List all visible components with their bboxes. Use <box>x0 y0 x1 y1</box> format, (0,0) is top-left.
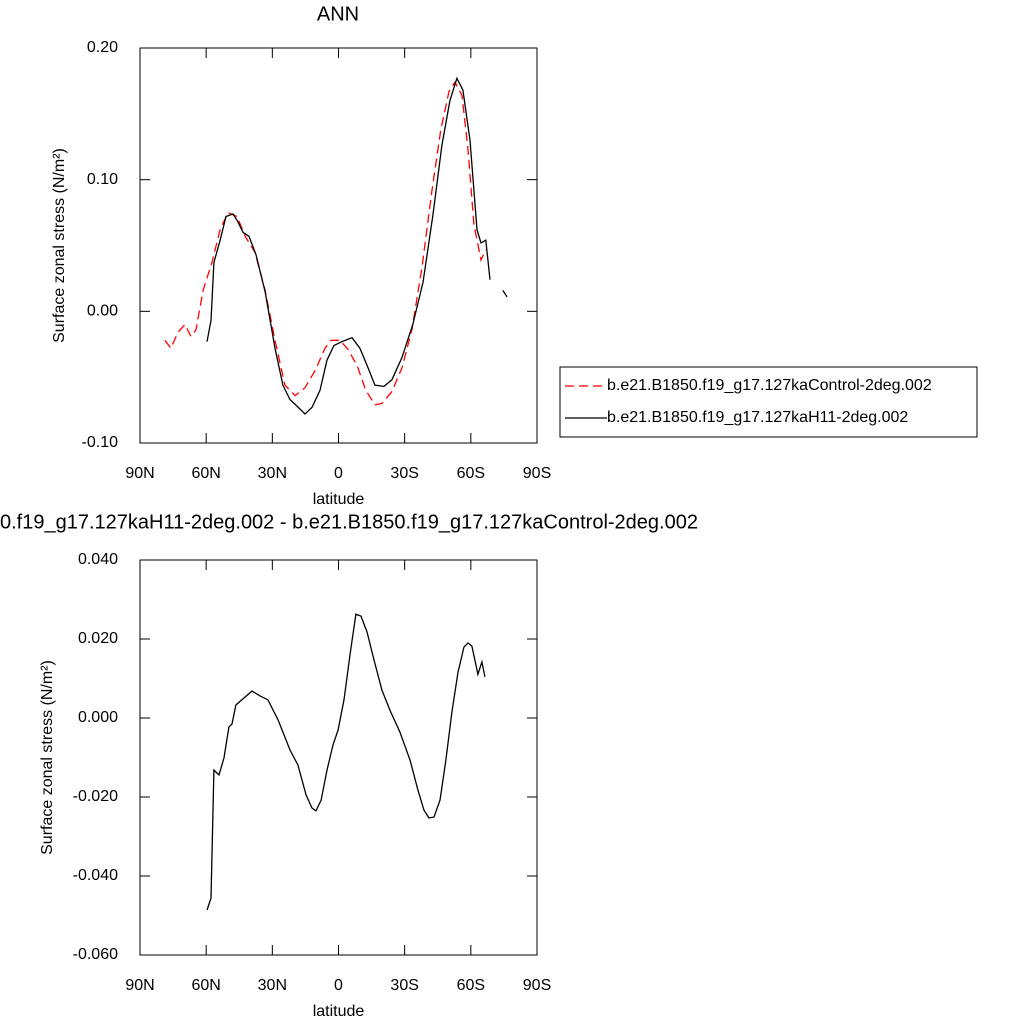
x-tick-label: 60N <box>191 465 220 482</box>
legend-label: b.e21.B1850.f19_g17.127kaH11-2deg.002 <box>607 409 908 426</box>
y-axis-label: Surface zonal stress (N/m²) <box>51 148 68 343</box>
x-axis-label: latitude <box>313 491 365 508</box>
chart-title: ANN <box>317 3 359 25</box>
x-tick-label: 90S <box>523 465 551 482</box>
x-tick-label: 60S <box>457 977 485 994</box>
chart-title: 0.f19_g17.127kaH11-2deg.002 - b.e21.B185… <box>0 511 698 533</box>
x-tick-label: 30N <box>258 977 287 994</box>
x-tick-label: 60S <box>457 465 485 482</box>
x-tick-label: 90N <box>125 465 154 482</box>
legend-label: b.e21.B1850.f19_g17.127kaControl-2deg.00… <box>607 377 932 394</box>
data-line <box>206 613 486 911</box>
y-tick-label: -0.060 <box>73 946 118 963</box>
x-tick-label: 30S <box>390 465 418 482</box>
x-tick-label: 60N <box>191 977 220 994</box>
x-tick-label: 30S <box>390 977 418 994</box>
y-tick-label: 0.020 <box>78 630 118 647</box>
y-tick-label: 0.00 <box>87 303 118 320</box>
data-line <box>206 76 508 415</box>
y-tick-label: 0.000 <box>78 709 118 726</box>
data-line <box>164 80 487 406</box>
plot-frame <box>139 559 538 956</box>
y-tick-label: -0.020 <box>73 788 118 805</box>
y-tick-label: 0.20 <box>87 39 118 56</box>
x-axis-label: latitude <box>313 1003 365 1020</box>
y-tick-label: 0.040 <box>78 551 118 568</box>
x-tick-label: 90S <box>523 977 551 994</box>
x-tick-label: 90N <box>125 977 154 994</box>
y-tick-label: -0.040 <box>73 867 118 884</box>
y-tick-label: 0.10 <box>87 171 118 188</box>
x-tick-label: 0 <box>334 977 343 994</box>
legend-box <box>559 366 978 438</box>
x-tick-label: 0 <box>334 465 343 482</box>
y-tick-label: -0.10 <box>82 434 119 451</box>
x-tick-label: 30N <box>258 465 287 482</box>
y-axis-label: Surface zonal stress (N/m²) <box>39 660 56 855</box>
